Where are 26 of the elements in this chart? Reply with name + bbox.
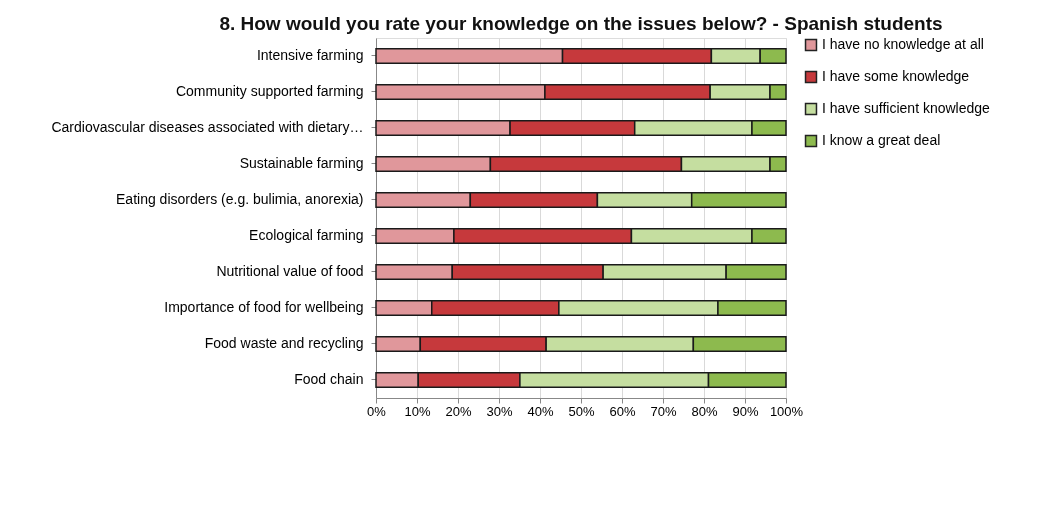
x-tick-label: 100%	[769, 403, 804, 419]
x-tick-label: 30%	[486, 403, 513, 419]
x-tick-label: 50%	[568, 403, 595, 419]
y-tick-label: Community supported farming	[175, 83, 364, 99]
x-tick-label: 70%	[650, 403, 677, 419]
legend-label: I have no knowledge at all	[822, 36, 984, 52]
legend-label: I know a great deal	[822, 132, 941, 148]
y-tick-label: Eating disorders (e.g. bulimia, anorexia)	[116, 191, 364, 207]
y-tick-label: Cardiovascular diseases associated with dietary…	[51, 119, 364, 135]
x-tick-label: 60%	[609, 403, 636, 419]
x-tick-label: 90%	[732, 403, 759, 419]
y-tick-label: Food chain	[294, 371, 364, 387]
legend-label: I have sufficient knowledge	[822, 100, 991, 116]
x-tick-label: 10%	[404, 403, 431, 419]
y-tick-label: Ecological farming	[249, 227, 364, 243]
y-tick-label: Sustainable farming	[239, 155, 364, 171]
x-tick-label: 20%	[445, 403, 472, 419]
chart-title: 8. How would you rate your knowledge on the issues below? - Spanish students	[219, 13, 943, 34]
x-tick-label: 0%	[367, 403, 387, 419]
x-tick-label: 40%	[527, 403, 554, 419]
y-tick-label: Importance of food for wellbeing	[164, 299, 364, 315]
y-tick-label: Food waste and recycling	[204, 335, 364, 351]
x-tick-label: 80%	[691, 403, 718, 419]
y-tick-label: Nutritional value of food	[216, 263, 364, 279]
legend-label: I have some knowledge	[822, 68, 970, 84]
y-tick-label: Intensive farming	[256, 47, 364, 63]
